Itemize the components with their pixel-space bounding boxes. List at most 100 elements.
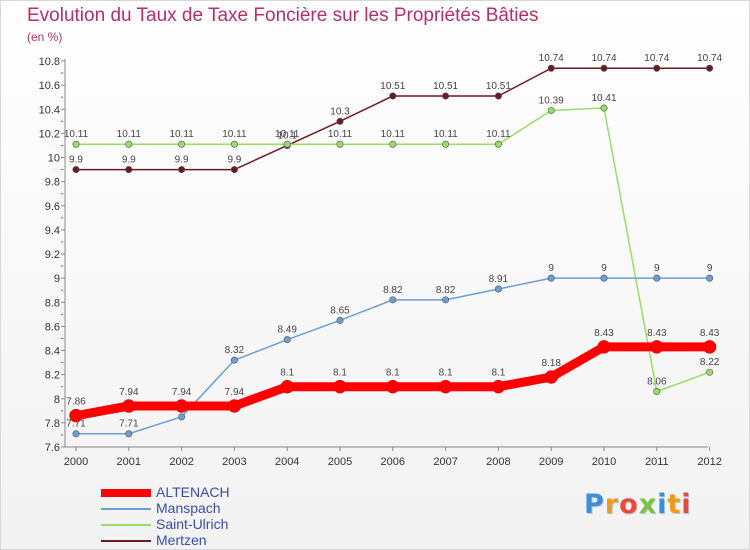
data-point-saint-ulrich: [653, 388, 661, 396]
data-point-manspach: [600, 274, 608, 282]
data-point-manspach: [653, 274, 661, 282]
y-tick-label: 7.8: [45, 418, 60, 430]
logo-letter: i: [657, 489, 668, 520]
data-label-altenach: 8.1: [280, 368, 294, 379]
data-point-mertzen: [389, 92, 397, 100]
x-tick-label: 2005: [328, 456, 352, 468]
x-tick-label: 2011: [645, 456, 669, 468]
data-point-mertzen: [178, 166, 186, 174]
data-label-manspach: 8.32: [225, 345, 245, 356]
data-label-mertzen: 9.9: [227, 155, 241, 166]
data-point-altenach: [650, 340, 664, 354]
logo-letter: t: [667, 489, 682, 520]
data-label-mertzen: 10.1: [277, 130, 297, 141]
data-point-saint-ulrich: [600, 104, 608, 112]
x-tick-label: 2004: [275, 456, 299, 468]
y-tick-label: 9.8: [45, 177, 60, 189]
data-label-manspach: 7.71: [66, 419, 86, 430]
data-label-mertzen: 10.51: [433, 81, 458, 92]
data-label-altenach: 8.18: [541, 358, 561, 369]
y-tick-label: 8.2: [45, 370, 60, 382]
data-point-altenach: [386, 379, 400, 394]
data-label-saint-ulrich: 10.11: [486, 129, 511, 140]
data-point-saint-ulrich: [494, 140, 502, 148]
data-label-mertzen: 10.74: [539, 53, 564, 64]
data-point-saint-ulrich: [283, 140, 291, 148]
x-tick-label: 2007: [433, 456, 457, 468]
data-label-saint-ulrich: 10.11: [275, 129, 300, 140]
data-point-saint-ulrich: [442, 140, 450, 148]
data-point-altenach: [544, 370, 558, 384]
y-tick-label: 9.6: [45, 201, 60, 213]
data-label-mertzen: 10.3: [330, 106, 350, 117]
data-point-saint-ulrich: [72, 140, 80, 148]
data-point-mertzen: [653, 64, 661, 72]
legend-label: Manspach: [156, 500, 221, 516]
data-label-saint-ulrich: 10.11: [117, 129, 142, 140]
data-point-saint-ulrich: [230, 140, 238, 148]
y-tick-label: 9.2: [45, 249, 60, 261]
x-tick-label: 2003: [222, 456, 246, 468]
data-label-mertzen: 9.9: [122, 155, 136, 166]
legend-item-altenach: ALTENACH: [101, 484, 301, 501]
logo-letter: i: [681, 489, 692, 520]
x-tick-label: 2002: [169, 456, 193, 468]
chart-title: Evolution du Taux de Taxe Foncière sur l…: [27, 5, 539, 26]
data-point-saint-ulrich: [547, 106, 555, 114]
data-label-manspach: 8.65: [330, 305, 350, 316]
data-label-altenach: 8.1: [386, 368, 400, 379]
data-label-altenach: 8.1: [333, 368, 347, 379]
data-label-manspach: 8.82: [383, 285, 403, 296]
data-point-saint-ulrich: [389, 140, 397, 148]
data-label-manspach: 9: [548, 263, 554, 274]
data-point-mertzen: [336, 117, 344, 125]
y-tick-label: 10.4: [39, 104, 60, 116]
data-label-altenach: 8.1: [491, 368, 505, 379]
data-point-manspach: [72, 430, 80, 438]
legend-label: Saint-Ulrich: [156, 516, 229, 532]
legend-item-mertzen: Mertzen: [101, 532, 301, 549]
data-label-saint-ulrich: 10.41: [591, 93, 616, 104]
data-label-altenach: 7.86: [66, 397, 86, 408]
data-label-saint-ulrich: 8.06: [647, 377, 667, 388]
data-point-altenach: [227, 399, 242, 413]
data-point-mertzen: [230, 166, 238, 174]
legend-swatch: [101, 540, 151, 542]
legend-item-saint-ulrich: Saint-Ulrich: [101, 516, 301, 533]
data-point-manspach: [706, 274, 714, 282]
logo-letter: P: [584, 489, 605, 520]
data-label-altenach: 8.1: [439, 368, 453, 379]
y-tick-label: 8: [54, 394, 60, 406]
y-tick-label: 9.4: [45, 225, 60, 237]
data-point-manspach: [389, 296, 397, 304]
data-point-manspach: [230, 356, 238, 364]
proxiti-logo: Proxiti: [584, 489, 692, 520]
y-tick-label: 8.4: [45, 346, 60, 358]
data-point-manspach: [178, 413, 186, 421]
legend-label: Mertzen: [156, 532, 207, 548]
data-point-saint-ulrich: [706, 368, 714, 376]
data-label-manspach: 9: [654, 263, 660, 274]
data-point-mertzen: [125, 166, 133, 174]
data-label-saint-ulrich: 10.11: [433, 129, 458, 140]
data-point-altenach: [702, 340, 717, 354]
data-point-mertzen: [706, 64, 714, 72]
data-label-manspach: 8.82: [436, 285, 456, 296]
data-point-altenach: [280, 379, 294, 394]
data-label-manspach: 7.71: [119, 419, 139, 430]
legend-swatch: [101, 489, 151, 497]
legend: ALTENACH Manspach Saint-Ulrich Mertzen: [101, 484, 301, 549]
x-tick-label: 2006: [381, 456, 405, 468]
data-label-saint-ulrich: 10.11: [64, 129, 89, 140]
data-label-manspach: 8.49: [277, 325, 297, 336]
data-label-altenach: 8.43: [700, 328, 720, 339]
data-point-mertzen: [547, 64, 555, 72]
data-label-altenach: 7.94: [172, 387, 192, 398]
data-label-mertzen: 10.51: [380, 81, 405, 92]
data-label-saint-ulrich: 10.11: [169, 129, 194, 140]
data-point-manspach: [494, 285, 502, 293]
x-tick-label: 2012: [697, 456, 721, 468]
legend-item-manspach: Manspach: [101, 500, 301, 517]
data-point-manspach: [547, 274, 555, 282]
